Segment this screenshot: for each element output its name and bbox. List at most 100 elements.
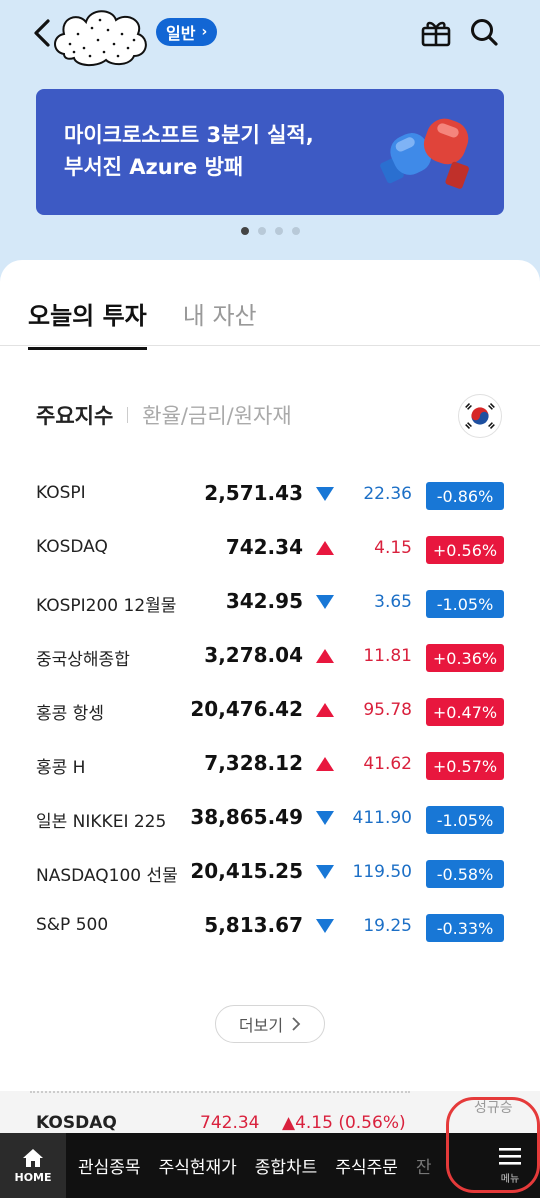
menu-button[interactable]: 메뉴 <box>480 1133 540 1198</box>
index-price: 7,328.12 <box>204 751 303 775</box>
trend-arrow-icon <box>316 595 334 609</box>
back-arrow-icon[interactable] <box>30 16 60 50</box>
index-price: 342.95 <box>225 589 303 613</box>
user-name: 성규승 <box>474 1100 513 1116</box>
index-change-percent: +0.36% <box>426 644 504 672</box>
index-name: KOSDAQ <box>36 537 108 557</box>
gift-icon[interactable] <box>420 18 452 48</box>
ticker-strip[interactable]: KOSDAQ 742.34 ▲4.15 (0.56%) 성규승 <box>0 1091 540 1133</box>
index-price: 3,278.04 <box>204 643 303 667</box>
index-row[interactable]: NASDAQ100 선물 20,415.25 119.50 -0.58% <box>0 847 540 901</box>
promo-banner[interactable]: 마이크로소프트 3분기 실적, 부서진 Azure 방패 <box>36 89 504 215</box>
header: 일반 › <box>0 0 540 80</box>
search-icon[interactable] <box>468 16 500 48</box>
index-change: 3.65 <box>374 592 412 612</box>
nav-items: 관심종목 주식현재가 종합차트 주식주문 잔 <box>78 1133 432 1198</box>
tab-today-investment[interactable]: 오늘의 투자 <box>28 296 147 350</box>
index-change-percent: -0.33% <box>426 914 504 942</box>
trend-arrow-icon <box>316 811 334 825</box>
pagination-dot[interactable] <box>291 227 300 235</box>
index-row[interactable]: S&P 500 5,813.67 19.25 -0.33% <box>0 901 540 955</box>
index-change: 22.36 <box>363 484 412 504</box>
banner-pagination <box>0 227 540 235</box>
index-change: 4.15 <box>374 538 412 558</box>
pagination-dot[interactable] <box>274 227 283 235</box>
index-change: 11.81 <box>363 646 412 666</box>
index-name: 일본 NIKKEI 225 <box>36 812 167 832</box>
trend-arrow-icon <box>316 541 334 555</box>
index-name: S&P 500 <box>36 915 109 935</box>
index-price: 20,415.25 <box>190 859 303 883</box>
index-row[interactable]: 홍콩 항셍 20,476.42 95.78 +0.47% <box>0 685 540 739</box>
banner-title-line1: 마이크로소프트 3분기 실적, <box>64 123 314 147</box>
banner-title: 마이크로소프트 3분기 실적, 부서진 Azure 방패 <box>64 119 314 183</box>
index-change-percent: +0.47% <box>426 698 504 726</box>
sub-tabs: 주요지수 환율/금리/원자재 <box>36 400 292 430</box>
index-name: KOSPI200 12월물 <box>36 596 177 616</box>
pagination-dot[interactable] <box>257 227 266 235</box>
index-price: 20,476.42 <box>190 697 303 721</box>
subtab-divider <box>127 407 129 423</box>
nav-order[interactable]: 주식주문 <box>335 1158 398 1178</box>
pagination-dot-active[interactable] <box>240 227 249 235</box>
main-card: 오늘의 투자 내 자산 주요지수 환율/금리/원자재 KOSPI 2,571.4… <box>0 260 540 1198</box>
home-button[interactable]: HOME <box>0 1133 66 1198</box>
trend-arrow-icon <box>316 649 334 663</box>
subtab-fx-rates-commodities[interactable]: 환율/금리/원자재 <box>142 404 292 428</box>
index-list: KOSPI 2,571.43 22.36 -0.86% KOSDAQ 742.3… <box>0 469 540 955</box>
trend-arrow-icon <box>316 757 334 771</box>
korea-flag-icon[interactable] <box>458 394 502 438</box>
index-row[interactable]: 중국상해종합 3,278.04 11.81 +0.36% <box>0 631 540 685</box>
grade-badge-label: 일반 <box>166 24 196 43</box>
index-change-percent: -1.05% <box>426 806 504 834</box>
chevron-right-icon <box>292 1017 301 1031</box>
nav-watchlist[interactable]: 관심종목 <box>78 1158 141 1178</box>
index-name: NASDAQ100 선물 <box>36 866 178 886</box>
index-price: 38,865.49 <box>190 805 303 829</box>
chevron-right-icon: › <box>201 24 208 40</box>
more-button-label: 더보기 <box>238 1016 284 1035</box>
ticker-name: KOSDAQ <box>36 1113 117 1133</box>
more-button[interactable]: 더보기 <box>215 1005 325 1043</box>
index-change-percent: -0.86% <box>426 482 504 510</box>
index-change: 119.50 <box>352 862 412 882</box>
tab-my-assets[interactable]: 내 자산 <box>182 302 257 330</box>
boxing-gloves-icon <box>380 118 469 189</box>
index-price: 742.34 <box>225 535 303 559</box>
home-label: HOME <box>14 1170 52 1184</box>
index-row[interactable]: 홍콩 H 7,328.12 41.62 +0.57% <box>0 739 540 793</box>
ticker-change: ▲4.15 (0.56%) <box>282 1113 406 1133</box>
index-price: 5,813.67 <box>204 913 303 937</box>
home-icon <box>23 1148 43 1167</box>
index-name: 홍콩 항셍 <box>36 704 104 724</box>
ticker-divider <box>30 1091 410 1093</box>
trend-arrow-icon <box>316 487 334 501</box>
index-row[interactable]: 일본 NIKKEI 225 38,865.49 411.90 -1.05% <box>0 793 540 847</box>
subtab-major-indices[interactable]: 주요지수 <box>36 404 114 428</box>
index-row[interactable]: KOSPI 2,571.43 22.36 -0.86% <box>0 469 540 523</box>
index-name: 중국상해종합 <box>36 650 130 670</box>
avatar-cloud-icon[interactable] <box>50 4 150 70</box>
index-name: KOSPI <box>36 483 86 503</box>
index-change-percent: +0.56% <box>426 536 504 564</box>
index-change-percent: -0.58% <box>426 860 504 888</box>
trend-arrow-icon <box>316 865 334 879</box>
main-tabs: 오늘의 투자 내 자산 <box>28 296 257 350</box>
tabs-divider <box>0 345 540 346</box>
index-price: 2,571.43 <box>204 481 303 505</box>
nav-balance[interactable]: 잔 <box>415 1158 432 1178</box>
grade-badge[interactable]: 일반 › <box>156 18 218 46</box>
banner-title-line2: 부서진 Azure 방패 <box>64 155 244 179</box>
trend-arrow-icon <box>316 919 334 933</box>
nav-current-price[interactable]: 주식현재가 <box>158 1158 237 1178</box>
hamburger-menu-icon <box>499 1148 521 1165</box>
menu-label: 메뉴 <box>500 1174 520 1185</box>
trend-arrow-icon <box>316 703 334 717</box>
index-row[interactable]: KOSDAQ 742.34 4.15 +0.56% <box>0 523 540 577</box>
index-change-percent: -1.05% <box>426 590 504 618</box>
bottom-navigation: HOME 관심종목 주식현재가 종합차트 주식주문 잔 메뉴 <box>0 1133 540 1198</box>
index-row[interactable]: KOSPI200 12월물 342.95 3.65 -1.05% <box>0 577 540 631</box>
nav-chart[interactable]: 종합차트 <box>254 1158 318 1178</box>
index-change-percent: +0.57% <box>426 752 504 780</box>
index-change: 19.25 <box>363 916 412 936</box>
